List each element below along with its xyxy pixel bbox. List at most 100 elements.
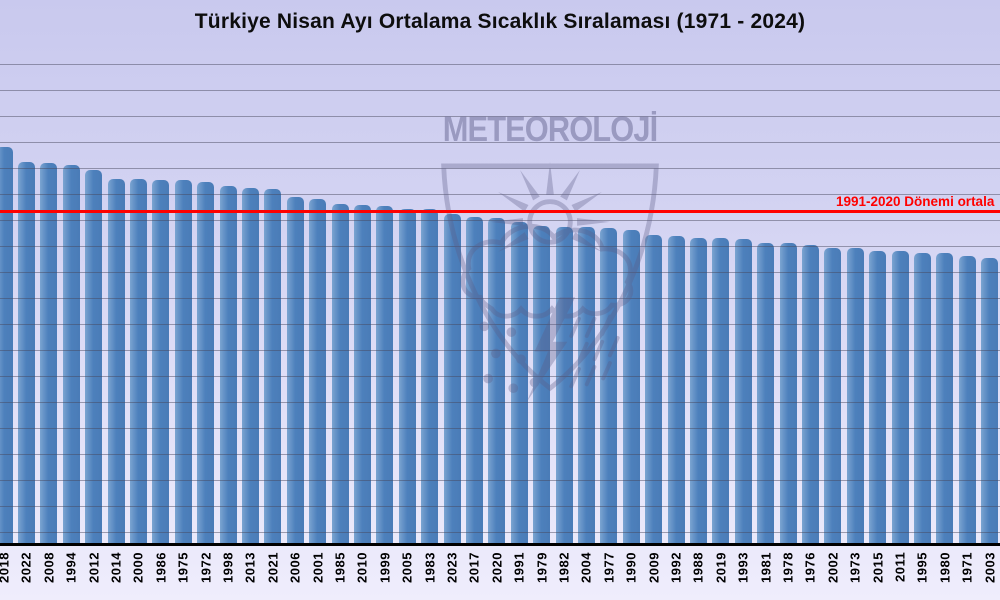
bar [152,180,170,545]
x-axis-label: 1995 [914,552,930,583]
x-axis-label: 1978 [780,552,796,583]
x-axis-label: 2020 [489,552,505,583]
bar [85,169,103,545]
bar [174,180,192,545]
x-axis-label: 2002 [825,552,841,583]
x-axis-label: 1971 [959,552,975,583]
bar [533,225,551,545]
bar [376,206,394,545]
bar [577,227,595,545]
x-axis-label: 1999 [377,552,393,583]
x-axis-label: 1986 [153,552,169,583]
gridline [0,116,1000,117]
x-axis-label: 2000 [130,552,146,583]
gridline [0,64,1000,65]
bar [62,164,80,545]
x-axis-label: 1994 [63,552,79,583]
bar [869,250,887,545]
bar [309,198,327,545]
bar [465,216,483,545]
reference-line [0,210,1000,213]
bar [801,245,819,545]
x-axis-label: 1991 [511,552,527,583]
x-axis-label: 1980 [937,552,953,583]
x-axis-label: 2023 [444,552,460,583]
bar [286,197,304,545]
gridline [0,220,1000,221]
x-axis-label: 2019 [713,552,729,583]
bar [107,179,125,545]
bar [913,253,931,545]
x-axis-label: 1983 [422,552,438,583]
bar [510,221,528,545]
x-axis-label: 2005 [399,552,415,583]
x-axis-label: 2021 [265,552,281,583]
bar [0,146,13,545]
bar [734,238,752,545]
bar [958,255,976,545]
x-axis-label: 2014 [108,552,124,583]
bar [129,179,147,545]
reference-line-label: 1991-2020 Dönemi ortala [836,194,995,209]
bar [846,247,864,545]
bar [443,214,461,545]
x-axis-label: 2013 [242,552,258,583]
gridline [0,402,1000,403]
x-axis-label: 1976 [802,552,818,583]
bar [488,218,506,545]
x-axis-label: 2012 [86,552,102,583]
bar [264,189,282,545]
gridline [0,350,1000,351]
gridline [0,480,1000,481]
bar [398,208,416,545]
x-axis-label: 1982 [556,552,572,583]
bar [353,205,371,545]
bar [779,242,797,545]
x-axis-label: 1981 [758,552,774,583]
x-axis-label: 2015 [870,552,886,583]
x-axis-label: 2017 [466,552,482,583]
x-axis-label: 1979 [534,552,550,583]
x-axis-label: 2022 [18,552,34,583]
x-axis-label: 2004 [578,552,594,583]
bar [331,203,349,545]
x-axis-label: 1972 [198,552,214,583]
x-axis-label: 2018 [0,552,12,583]
gridline [0,246,1000,247]
bar [555,227,573,545]
gridline [0,298,1000,299]
x-axis-label: 1998 [220,552,236,583]
gridline [0,376,1000,377]
x-axis-line [0,543,1000,546]
x-axis-label: 1990 [623,552,639,583]
bar [645,234,663,545]
bar [622,229,640,545]
x-axis-label: 2009 [646,552,662,583]
x-axis-label: 1988 [690,552,706,583]
bar [40,163,58,545]
bar [241,188,259,545]
bar [667,236,685,545]
gridline [0,142,1000,143]
x-axis-label: 2011 [892,552,908,583]
x-axis-label: 1993 [735,552,751,583]
bar [17,162,35,545]
bar [689,237,707,545]
x-axis-label: 2010 [354,552,370,583]
chart-title: Türkiye Nisan Ayı Ortalama Sıcaklık Sıra… [194,10,806,33]
gridline [0,428,1000,429]
gridline [0,506,1000,507]
x-axis-label: 2001 [310,552,326,583]
bar [824,247,842,545]
x-axis-label: 1992 [668,552,684,583]
bar [197,181,215,545]
gridline [0,194,1000,195]
x-axis-label: 2008 [41,552,57,583]
x-axis-label: 1985 [332,552,348,583]
bar [600,228,618,545]
bar [936,253,954,545]
gridline [0,168,1000,169]
gridline [0,324,1000,325]
bar [421,208,439,545]
